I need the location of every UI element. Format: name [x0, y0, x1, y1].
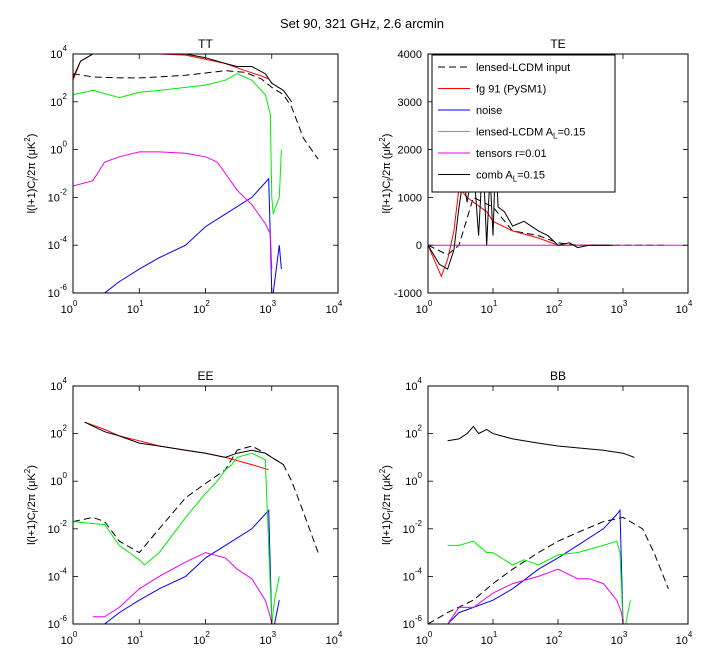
series-line-tensors-r-0-01: [447, 568, 624, 624]
series-line-lensed-lcdm-input: [428, 516, 669, 624]
x-tick-label: 104: [326, 299, 343, 316]
x-tick-label: 100: [61, 630, 78, 647]
y-axis-label: l(l+1)Cl/2π (μK2): [23, 465, 40, 545]
series-line-lensed-lcdm-a-l-0-15: [447, 540, 631, 624]
series-group: [428, 154, 688, 278]
legend-label: lensed-LCDM input: [476, 62, 570, 74]
legend-frame: [431, 54, 616, 193]
y-tick-label: 10-6: [48, 614, 68, 631]
panel-title: TE: [550, 37, 565, 51]
series-line-noise: [447, 508, 631, 624]
y-axis-label: l(l+1)Cl/2π (μK2): [23, 134, 40, 214]
y-tick-label: 102: [50, 424, 67, 441]
axes-frame: [72, 53, 339, 294]
series-line-lensed-lcdm-a-l-0-15: [73, 452, 280, 624]
series-line-comb-a-l-0-15: [84, 421, 284, 466]
series-line-tensors-r-0-01: [92, 552, 273, 624]
series-line-lensed-lcdm-input: [428, 196, 669, 256]
x-tick-label: 104: [326, 630, 343, 647]
panel-tt: 100 101 102 103 104 10-6 10-4 10-2 100 102 104 TT l(…: [23, 37, 343, 316]
legend: lensed-LCDM input fg 91 (PySM1) noise lense…: [431, 54, 616, 193]
y-tick-label: 102: [50, 92, 67, 109]
y-tick-label: 104: [50, 376, 67, 393]
legend-label: tensors r=0.01: [476, 148, 547, 160]
x-tick-label: 104: [676, 299, 693, 316]
x-tick-label: 101: [127, 299, 144, 316]
y-tick-label: 1000: [398, 192, 422, 204]
x-tick-label: 103: [259, 299, 276, 316]
x-tick-label: 102: [193, 299, 210, 316]
y-tick-label: 10-6: [48, 283, 68, 300]
series-line-lensed-lcdm-input: [73, 445, 319, 554]
legend-label: noise: [476, 105, 502, 117]
y-tick-label: 100: [50, 140, 67, 157]
legend-label: comb AL=0.15: [476, 170, 545, 184]
series-group: [428, 425, 669, 624]
series-line-lensed-lcdm-a-l-0-15: [73, 73, 282, 215]
series-line-tensors-r-0-01: [73, 151, 273, 270]
x-tick-label: 103: [611, 299, 628, 316]
x-tick-label: 101: [481, 630, 498, 647]
x-tick-label: 104: [676, 630, 693, 647]
x-tick-label: 100: [416, 299, 433, 316]
x-tick-label: 101: [481, 299, 498, 316]
legend-label: fg 91 (PySM1): [476, 84, 546, 96]
x-tick-label: 100: [416, 630, 433, 647]
y-tick-label: 10-2: [48, 519, 68, 536]
y-tick-label: 100: [405, 471, 422, 488]
x-tick-label: 100: [61, 299, 78, 316]
y-tick-label: 10-2: [48, 187, 68, 204]
series-line-noise: [104, 509, 280, 624]
y-tick-label: -1000: [394, 288, 422, 300]
series-group: [73, 54, 319, 293]
x-tick-label: 103: [611, 630, 628, 647]
series-line-lensed-lcdm-input: [73, 70, 319, 160]
y-tick-label: 2000: [398, 145, 422, 157]
series-line-fg-91-pysm1-: [84, 421, 269, 471]
panel-te: 100 101 102 103 104 -1000 0 1000 2000 3000 4000 TE l…: [378, 37, 693, 316]
x-tick-label: 102: [546, 299, 563, 316]
series-line-comb-a-l-0-15: [428, 154, 613, 270]
panel-title: BB: [550, 369, 566, 383]
series-line-fg-91-pysm1-: [73, 54, 269, 81]
panel-title: TT: [198, 37, 213, 51]
y-tick-label: 100: [50, 471, 67, 488]
legend-label: lensed-LCDM AL=0.15: [476, 127, 585, 141]
series-line-fg-91-pysm1-: [428, 186, 604, 278]
x-tick-label: 102: [546, 630, 563, 647]
panel-ee: 100 101 102 103 104 10-6 10-4 10-2 100 102 104 EE l(…: [23, 369, 343, 647]
y-tick-label: 10-6: [403, 614, 423, 631]
series-line-noise: [104, 177, 282, 293]
y-tick-label: 4000: [398, 49, 422, 61]
figure-title: Set 90, 321 GHz, 2.6 arcmin: [280, 16, 444, 31]
y-tick-label: 10-4: [48, 566, 68, 583]
axes-frame: [72, 385, 339, 625]
y-tick-label: 3000: [398, 97, 422, 109]
panel-bb: 100 101 102 103 104 10-6 10-4 10-2 100 102 104 BB l(…: [378, 369, 693, 647]
y-tick-label: 10-4: [403, 566, 423, 583]
axes-frame: [427, 385, 689, 625]
y-axis-label: l(l+1)Cl/2π (μK2): [378, 465, 395, 545]
y-tick-label: 10-2: [403, 519, 423, 536]
y-tick-label: 102: [405, 424, 422, 441]
y-tick-label: 104: [50, 44, 67, 61]
y-tick-label: 104: [405, 376, 422, 393]
y-axis-label: l(l+1)Cl/2π (μK2): [378, 134, 395, 214]
y-tick-label: 10-4: [48, 235, 68, 252]
series-line-comb-a-l-0-15: [447, 425, 635, 458]
series-group: [73, 421, 319, 624]
panel-title: EE: [197, 369, 213, 383]
x-tick-label: 102: [193, 630, 210, 647]
x-tick-label: 101: [127, 630, 144, 647]
panels: 100 101 102 103 104 10-6 10-4 10-2 100 102 104 TT l(…: [23, 37, 693, 647]
y-tick-label: 0: [416, 240, 422, 252]
x-tick-label: 103: [259, 630, 276, 647]
